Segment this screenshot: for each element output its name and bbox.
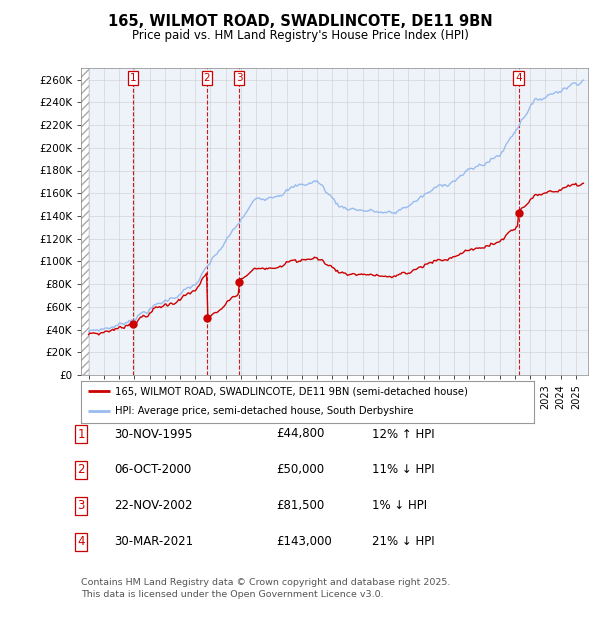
Text: 4: 4 — [77, 536, 85, 548]
Text: £143,000: £143,000 — [276, 536, 332, 548]
Bar — [81, 68, 89, 375]
Text: 1% ↓ HPI: 1% ↓ HPI — [372, 500, 427, 512]
Text: Contains HM Land Registry data © Crown copyright and database right 2025.
This d: Contains HM Land Registry data © Crown c… — [81, 578, 451, 599]
Text: 165, WILMOT ROAD, SWADLINCOTE, DE11 9BN: 165, WILMOT ROAD, SWADLINCOTE, DE11 9BN — [107, 14, 493, 29]
Text: 30-MAR-2021: 30-MAR-2021 — [114, 536, 193, 548]
Text: 22-NOV-2002: 22-NOV-2002 — [114, 500, 193, 512]
Text: 30-NOV-1995: 30-NOV-1995 — [114, 428, 193, 440]
Text: HPI: Average price, semi-detached house, South Derbyshire: HPI: Average price, semi-detached house,… — [115, 406, 413, 416]
Text: 11% ↓ HPI: 11% ↓ HPI — [372, 464, 434, 476]
Text: £81,500: £81,500 — [276, 500, 324, 512]
Text: 1: 1 — [130, 73, 136, 83]
Text: 2: 2 — [77, 464, 85, 476]
Text: 3: 3 — [236, 73, 242, 83]
Text: Price paid vs. HM Land Registry's House Price Index (HPI): Price paid vs. HM Land Registry's House … — [131, 30, 469, 42]
Text: £44,800: £44,800 — [276, 428, 325, 440]
Text: 3: 3 — [77, 500, 85, 512]
Text: 1: 1 — [77, 428, 85, 440]
Text: 06-OCT-2000: 06-OCT-2000 — [114, 464, 191, 476]
Text: 4: 4 — [515, 73, 522, 83]
Text: 165, WILMOT ROAD, SWADLINCOTE, DE11 9BN (semi-detached house): 165, WILMOT ROAD, SWADLINCOTE, DE11 9BN … — [115, 386, 468, 396]
Text: 2: 2 — [203, 73, 210, 83]
Text: £50,000: £50,000 — [276, 464, 324, 476]
Text: 12% ↑ HPI: 12% ↑ HPI — [372, 428, 434, 440]
Text: 21% ↓ HPI: 21% ↓ HPI — [372, 536, 434, 548]
